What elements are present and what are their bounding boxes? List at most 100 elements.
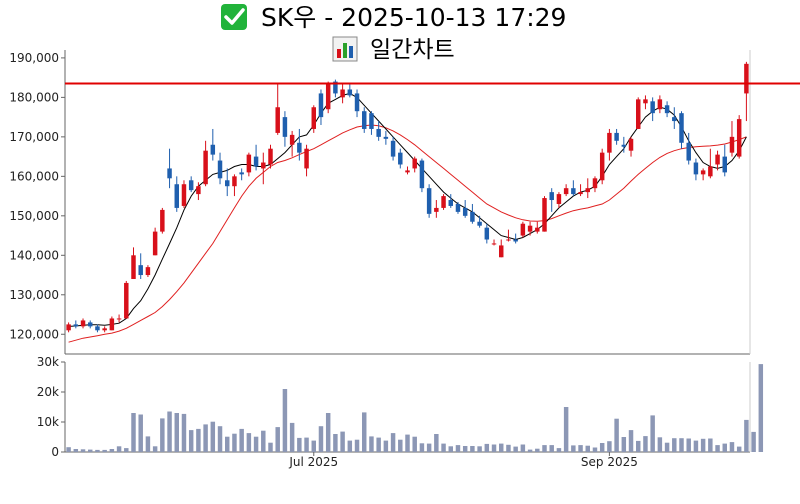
volume-bar [729,442,735,452]
candle-body [636,99,641,129]
volume-bar [426,443,432,452]
candle [109,316,115,331]
volume-bar [282,389,288,452]
candle-body [138,265,143,276]
candle [405,166,410,175]
candle-body [434,207,439,212]
price-y-tick-label: 150,000 [9,209,59,223]
bar-chart-icon [332,36,358,62]
candle [333,79,338,98]
volume-bar [145,436,151,452]
candle-body [729,136,735,153]
candle-body [506,239,511,241]
candle-body [679,113,684,143]
volume-bar [672,438,677,452]
candle [304,144,309,177]
candle-body [628,138,634,151]
volume-bar [80,449,86,452]
candle-body [354,93,360,112]
candle-body [607,132,612,153]
volume-bar [383,440,389,452]
candle-body [621,144,627,147]
price-y-tick-label: 120,000 [9,327,59,341]
candle [261,152,266,185]
volume-bar [470,446,475,452]
candle [217,152,223,185]
volume-bar [253,436,259,452]
candle-body [412,158,417,169]
volume-bar [636,440,641,452]
candle-body [297,142,302,153]
candle-body [657,99,663,110]
candle [131,247,136,279]
candle-body [542,198,547,232]
volume-bar [736,446,742,452]
candle [679,111,684,149]
candle [282,111,288,147]
candle-body [246,154,252,173]
candle-body [95,326,100,331]
volume-bar [268,442,273,452]
candle [578,184,583,197]
volume-bar [362,412,367,452]
candle-body [535,227,540,232]
candle [369,111,374,135]
candle-body [578,192,583,195]
candle-body [333,81,338,94]
volume-bar [174,413,179,452]
candle [203,140,208,187]
volume-bar [275,427,280,452]
candle-body [304,148,309,169]
candle-body [253,156,259,167]
candle [477,215,482,228]
candle-body [188,180,194,191]
candle-body [109,318,115,331]
volume-bar [246,433,252,452]
candle [138,253,143,279]
volume-bar [520,444,526,452]
candle-body [369,113,374,129]
volume-bar [571,445,576,452]
volume-bar [102,449,107,452]
candle [152,227,158,256]
candle [693,158,699,181]
candle [729,121,735,157]
candle [318,89,324,126]
volume-bar [398,439,403,452]
volume-bar [679,438,684,452]
volume-bar [556,448,562,452]
candle [426,184,432,218]
volume-y-tick-label: 10k [37,415,59,429]
candle [347,83,353,98]
volume-bar [643,436,648,452]
volume-bar [419,443,425,452]
candle-body [210,144,216,155]
volume-bar [347,440,353,452]
candle-body [289,134,295,145]
candle-body [398,152,403,165]
candle-body [643,99,648,104]
volume-bar [708,438,713,452]
candle-body [520,223,526,236]
volume-bar [95,449,100,452]
candle [174,176,179,212]
candle-body [527,225,533,232]
candle-body [232,176,237,187]
candle [232,174,237,197]
candle [563,184,569,197]
candle-body [599,152,605,181]
candle-body [275,107,280,133]
candle [196,182,201,201]
candle-body [462,207,468,216]
candle-body [217,160,223,179]
volume-bar [88,449,93,452]
candle-body [383,136,389,139]
volume-bar [563,407,569,452]
candle [628,136,634,157]
candle [181,180,187,208]
candle-body [499,245,504,258]
volume-bar [585,445,590,452]
candle-body [88,322,93,327]
